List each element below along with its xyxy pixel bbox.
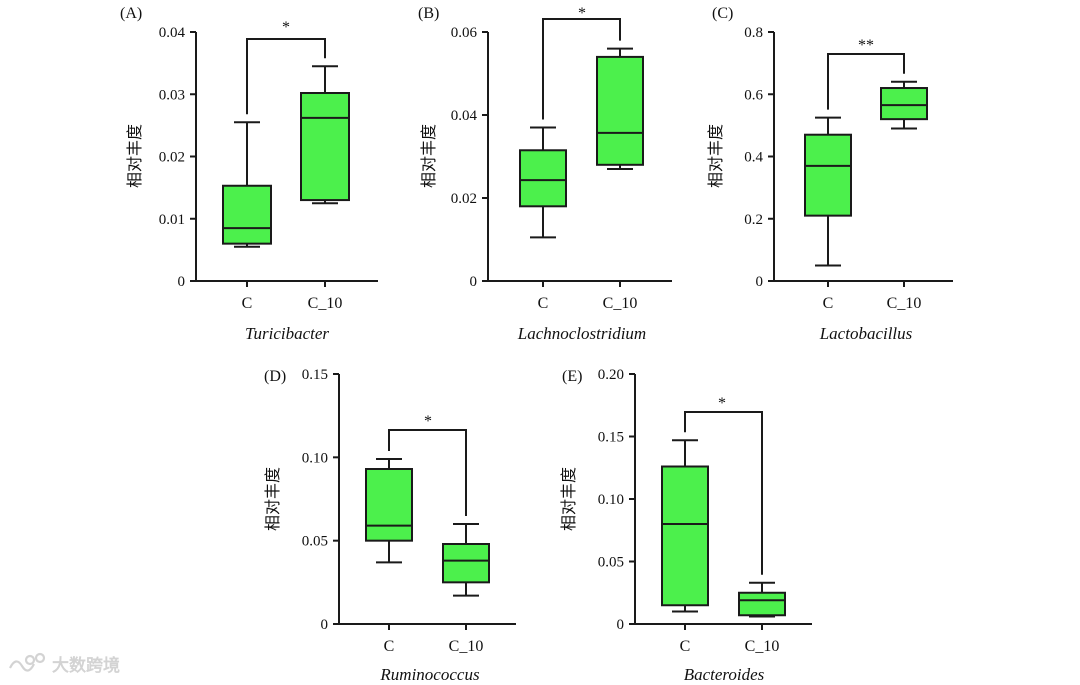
panel-e-box-c10 — [738, 591, 786, 617]
panel-d-plot: 0 0.05 0.10 0.15 — [302, 367, 516, 633]
panel-b-y-tick-label: 0.04 — [451, 108, 478, 124]
panel-b: (B) 0 0.02 0.04 0.06 相对丰度 C C_10 Lachnoclos… — [418, 5, 672, 343]
panel-label-e: (E) — [562, 368, 582, 385]
panel-e-genus-label: Bacteroides — [684, 665, 765, 684]
panel-c-box-c — [804, 133, 852, 217]
panel-a-category-c: C — [242, 295, 253, 312]
panel-c-category-c10: C_10 — [887, 295, 922, 312]
panel-c-significance: ** — [858, 37, 874, 54]
panel-d-category-c: C — [384, 638, 395, 655]
panel-label-c: (C) — [712, 5, 733, 22]
panel-a-y-tick-label: 0.02 — [159, 150, 185, 166]
panel-d: (D) 0 0.05 0.10 0.15 相对丰度 C C_10 Ruminococc… — [263, 367, 516, 684]
panel-a-y-axis-label: 相对丰度 — [125, 124, 144, 188]
panel-e-significance-bracket — [684, 411, 763, 575]
panel-c-y-tick-label: 0.4 — [744, 150, 763, 166]
panel-b-plot: 0 0.02 0.04 0.06 — [451, 18, 672, 290]
watermark-logo-icon — [9, 652, 46, 672]
panel-d-box-c — [365, 468, 413, 542]
panel-label-a: (A) — [120, 5, 142, 22]
panel-a-plot: 0 0.01 0.02 0.03 0.04 — [159, 25, 378, 290]
panel-a-y-tick-label: 0.03 — [159, 87, 185, 103]
panel-c-genus-label: Lactobacillus — [819, 324, 913, 343]
panel-d-y-tick-label: 0.10 — [302, 450, 328, 466]
panel-d-significance: * — [424, 413, 432, 430]
watermark: 大数跨境 — [9, 652, 120, 676]
panel-c-plot: 0 0.2 0.4 0.6 0.8 — [744, 25, 953, 290]
panel-a-y-tick-label: 0.01 — [159, 212, 185, 228]
panel-c-y-tick-label: 0.6 — [744, 87, 763, 103]
panel-b-y-axis-label: 相对丰度 — [419, 124, 438, 188]
panel-e: (E) 0 0.05 0.10 0.15 0.20 相对丰度 C C_10 Bacter… — [559, 367, 812, 684]
panel-a-box-c10 — [300, 92, 350, 202]
panel-b-box-c10 — [596, 55, 644, 166]
panel-c: (C) 0 0.2 0.4 0.6 0.8 相对丰度 C C_10 Lactobacil… — [706, 5, 953, 343]
panel-e-box-c — [661, 465, 709, 607]
panel-e-plot: 0 0.05 0.10 0.15 0.20 — [598, 367, 812, 633]
panel-a-significance-bracket — [246, 38, 326, 115]
panel-b-category-c: C — [538, 295, 549, 312]
panel-b-y-tick-label: 0 — [470, 274, 478, 290]
panel-a-significance: * — [282, 19, 290, 36]
panel-b-significance-bracket — [542, 18, 621, 120]
panel-a: (A) 0 0.01 0.02 0.03 0.04 相对丰度 C C_10 Turici… — [120, 5, 378, 343]
panel-b-genus-label: Lachnoclostridium — [517, 324, 646, 343]
panel-d-significance-bracket — [388, 429, 467, 516]
panel-e-y-tick-label: 0.15 — [598, 430, 624, 446]
panel-a-y-tick-label: 0 — [178, 274, 186, 290]
panel-e-y-tick-label: 0.05 — [598, 555, 624, 571]
panel-b-y-tick-label: 0.06 — [451, 25, 478, 41]
panel-label-b: (B) — [418, 5, 439, 22]
panel-b-significance: * — [578, 5, 586, 22]
panel-c-category-c: C — [823, 295, 834, 312]
panel-d-y-tick-label: 0.05 — [302, 534, 328, 550]
panel-b-box-c — [519, 149, 567, 208]
panel-c-y-tick-label: 0.8 — [744, 25, 763, 41]
panel-d-genus-label: Ruminococcus — [379, 665, 480, 684]
panel-a-y-tick-label: 0.04 — [159, 25, 186, 41]
panel-e-y-axis-label: 相对丰度 — [559, 467, 578, 531]
panel-a-box-c — [222, 184, 272, 245]
panel-d-box-c10 — [442, 543, 490, 584]
watermark-text: 大数跨境 — [52, 655, 120, 676]
panel-c-box-c10 — [880, 87, 928, 121]
panel-d-y-tick-label: 0 — [321, 617, 329, 633]
panel-d-category-c10: C_10 — [449, 638, 484, 655]
panel-e-significance: * — [718, 395, 726, 412]
panel-d-y-tick-label: 0.15 — [302, 367, 328, 383]
panel-e-y-tick-label: 0 — [617, 617, 625, 633]
panel-label-d: (D) — [264, 368, 286, 385]
panel-e-y-tick-label: 0.10 — [598, 492, 624, 508]
panel-c-significance-bracket — [827, 53, 905, 110]
panel-e-category-c: C — [680, 638, 691, 655]
panel-b-y-tick-label: 0.02 — [451, 191, 477, 207]
panel-b-category-c10: C_10 — [603, 295, 638, 312]
panel-d-y-axis-label: 相对丰度 — [263, 467, 282, 531]
panel-e-y-tick-label: 0.20 — [598, 367, 624, 383]
panel-e-category-c10: C_10 — [745, 638, 780, 655]
panel-c-y-axis-label: 相对丰度 — [706, 124, 725, 188]
panel-c-y-tick-label: 0 — [756, 274, 764, 290]
panel-a-genus-label: Turicibacter — [245, 324, 329, 343]
panel-c-y-tick-label: 0.2 — [744, 212, 763, 228]
panel-a-category-c10: C_10 — [308, 295, 343, 312]
